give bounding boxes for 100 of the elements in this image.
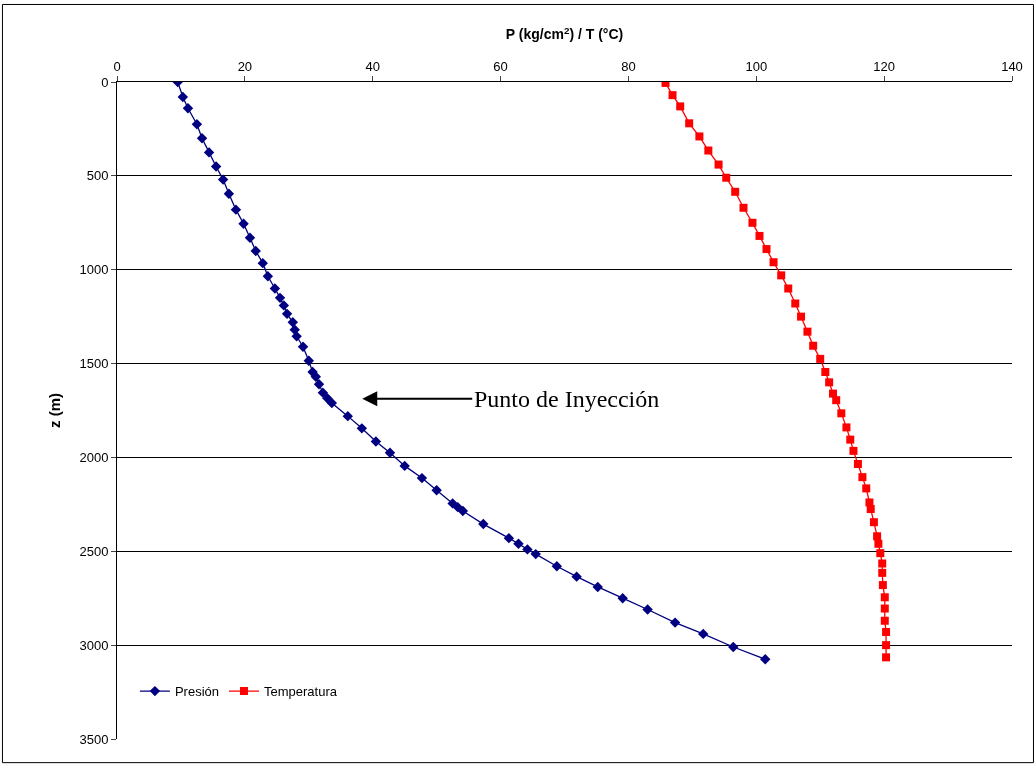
x-tick-label: 60 xyxy=(493,58,508,74)
point xyxy=(669,617,681,628)
point xyxy=(278,300,290,311)
point xyxy=(310,371,322,382)
point xyxy=(837,409,846,418)
point xyxy=(230,204,242,215)
point xyxy=(250,245,261,257)
point xyxy=(478,518,489,530)
point xyxy=(728,641,739,653)
x-tick-label: 100 xyxy=(745,58,768,74)
point xyxy=(513,538,524,549)
point xyxy=(269,283,281,294)
y-tick-label: 1500 xyxy=(79,356,109,372)
point xyxy=(182,103,194,114)
point xyxy=(695,132,704,141)
point xyxy=(791,299,800,308)
point xyxy=(291,331,302,342)
point xyxy=(617,593,628,604)
y-tick-label: 500 xyxy=(86,168,109,184)
y-tick-label: 2500 xyxy=(79,543,109,559)
point xyxy=(858,473,867,482)
point xyxy=(317,387,329,398)
point xyxy=(880,593,889,602)
point xyxy=(571,571,582,582)
point xyxy=(846,435,855,444)
point xyxy=(809,341,818,350)
point xyxy=(238,218,249,229)
point xyxy=(326,397,337,409)
point xyxy=(714,160,723,169)
point xyxy=(876,549,885,558)
point xyxy=(777,271,786,280)
point xyxy=(755,231,764,240)
point xyxy=(177,91,189,103)
point xyxy=(457,505,469,517)
point xyxy=(784,284,793,293)
point xyxy=(370,436,382,447)
point xyxy=(676,102,685,111)
point xyxy=(866,505,875,514)
annotation: Punto de Inyección xyxy=(474,386,660,412)
point xyxy=(842,423,851,432)
point xyxy=(289,324,300,335)
point xyxy=(865,498,874,507)
point xyxy=(748,218,757,227)
point xyxy=(274,292,286,304)
point xyxy=(832,396,841,405)
point xyxy=(431,485,442,496)
point xyxy=(880,604,889,613)
point xyxy=(869,518,878,527)
point xyxy=(281,308,293,320)
point xyxy=(223,188,235,199)
point xyxy=(203,147,215,158)
point xyxy=(668,91,677,100)
point xyxy=(731,187,740,196)
point xyxy=(356,423,368,434)
point xyxy=(530,548,541,560)
x-tick-label: 20 xyxy=(237,58,253,74)
y-axis-title: z (m) xyxy=(45,393,63,428)
point xyxy=(878,568,887,577)
point xyxy=(287,317,298,328)
point xyxy=(262,271,274,282)
point xyxy=(862,484,871,493)
point xyxy=(853,460,862,468)
point xyxy=(244,232,256,243)
point xyxy=(825,378,834,387)
x-tick-label: 40 xyxy=(365,58,380,74)
legend-label: Temperatura xyxy=(263,684,338,700)
point xyxy=(196,133,208,144)
point xyxy=(882,641,891,650)
point xyxy=(522,544,533,555)
x-tick-label: 0 xyxy=(113,58,121,74)
legend-label: Presión xyxy=(174,684,219,700)
point xyxy=(642,604,653,615)
point xyxy=(882,628,891,636)
point xyxy=(217,174,229,185)
point xyxy=(797,312,806,321)
point xyxy=(873,532,882,541)
point xyxy=(416,472,428,484)
point xyxy=(821,368,830,377)
y-tick-label: 1000 xyxy=(79,262,109,278)
point xyxy=(882,653,891,662)
y-tick-label: 3500 xyxy=(79,731,109,747)
point xyxy=(769,258,778,267)
point xyxy=(704,146,713,155)
point xyxy=(816,354,825,363)
point xyxy=(297,341,309,352)
point xyxy=(874,539,883,548)
point xyxy=(739,203,748,212)
x-axis-title: P (kg/cm$^{2}$) / T (°C) xyxy=(505,24,624,43)
point xyxy=(257,257,268,269)
point xyxy=(880,616,889,625)
point xyxy=(551,561,563,572)
point xyxy=(722,173,731,182)
x-tick-label: 80 xyxy=(621,58,636,74)
point xyxy=(698,628,709,640)
point xyxy=(762,245,771,254)
point xyxy=(384,447,396,458)
y-tick-label: 3000 xyxy=(79,637,109,653)
x-tick-label: 120 xyxy=(873,58,895,74)
x-tick-label: 140 xyxy=(1001,58,1023,74)
point xyxy=(803,327,812,336)
